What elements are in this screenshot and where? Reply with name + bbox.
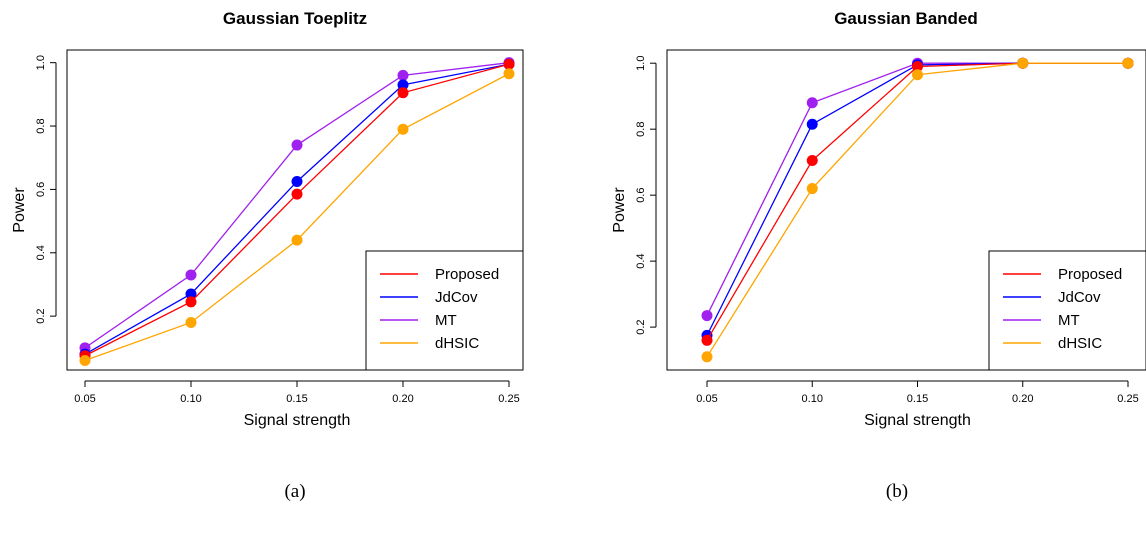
y-axis-label: Power: [611, 187, 628, 233]
data-point: [806, 183, 818, 195]
panel-caption: (b): [886, 481, 908, 502]
y-tick-label: 0.4: [635, 253, 647, 268]
series-dhsic: [701, 57, 1134, 363]
chart-panel-0: Gaussian Toeplitz 0.05 0.10 0.15 0.20 0.25 Sig…: [11, 9, 524, 502]
data-point: [912, 60, 923, 72]
data-point: [806, 155, 818, 167]
y-tick-label: 1.0: [35, 55, 47, 70]
y-tick-label: 0.6: [35, 182, 47, 197]
x-tick-label: 0.20: [1012, 393, 1033, 405]
data-point: [806, 118, 818, 130]
x-tick-label: 0.25: [1117, 393, 1138, 405]
y-tick-label: 0.4: [35, 245, 47, 260]
series-dhsic: [79, 68, 515, 366]
legend-label: MT: [1058, 312, 1080, 329]
data-point: [503, 58, 515, 70]
legend-label: dHSIC: [435, 335, 479, 352]
y-tick-label: 0.6: [635, 188, 647, 203]
data-point: [701, 310, 713, 322]
data-point: [806, 97, 818, 109]
legend: Proposed JdCov MT dHSIC: [988, 250, 1146, 371]
x-tick-label: 0.05: [74, 393, 95, 405]
series-proposed: [79, 58, 515, 362]
legend-label: Proposed: [1058, 266, 1122, 283]
data-point: [1122, 57, 1134, 69]
x-axis-label: Signal strength: [864, 412, 971, 429]
data-point: [1017, 57, 1029, 69]
y-axis-label: Power: [11, 187, 28, 233]
chart-title: Gaussian Banded: [834, 9, 978, 28]
legend-label: JdCov: [435, 289, 478, 306]
x-tick-label: 0.10: [180, 393, 201, 405]
legend: Proposed JdCov MT dHSIC: [365, 250, 524, 371]
legend-label: Proposed: [435, 266, 499, 283]
data-point: [291, 188, 303, 200]
x-tick-label: 0.10: [802, 393, 823, 405]
x-tick-label: 0.25: [498, 393, 519, 405]
data-point: [397, 123, 409, 135]
data-point: [291, 175, 303, 187]
data-point: [912, 69, 923, 81]
y-tick-label: 0.8: [635, 122, 647, 137]
data-point: [397, 79, 409, 91]
data-point: [701, 351, 713, 363]
data-point: [79, 354, 91, 366]
x-tick-label: 0.05: [696, 393, 717, 405]
x-tick-label: 0.15: [907, 393, 928, 405]
data-point: [185, 288, 197, 300]
x-tick-label: 0.20: [392, 393, 413, 405]
data-point: [291, 234, 303, 246]
data-point: [291, 139, 303, 151]
data-point: [185, 316, 197, 328]
x-tick-label: 0.15: [286, 393, 307, 405]
chart-title: Gaussian Toeplitz: [223, 9, 367, 28]
data-point: [185, 269, 197, 281]
data-point: [701, 334, 713, 346]
plot-frame: [666, 49, 1146, 371]
y-tick-label: 0.8: [35, 118, 47, 133]
plot-frame: [66, 49, 524, 371]
legend-box: [988, 250, 1146, 371]
y-tick-label: 0.2: [635, 319, 647, 334]
legend-label: JdCov: [1058, 289, 1101, 306]
panel-caption: (a): [284, 481, 305, 502]
x-axis-label: Signal strength: [244, 412, 351, 429]
data-point: [503, 68, 515, 80]
y-tick-label: 1.0: [635, 56, 647, 71]
data-point: [397, 87, 409, 99]
data-point: [397, 69, 409, 81]
legend-label: dHSIC: [1058, 335, 1102, 352]
chart-panel-1: Gaussian Banded 0.05 0.10 0.15 0.20 0.25 Signa…: [611, 9, 1146, 502]
legend-box: [365, 250, 524, 371]
data-point: [185, 296, 197, 308]
legend-label: MT: [435, 312, 457, 329]
y-tick-label: 0.2: [35, 308, 47, 323]
